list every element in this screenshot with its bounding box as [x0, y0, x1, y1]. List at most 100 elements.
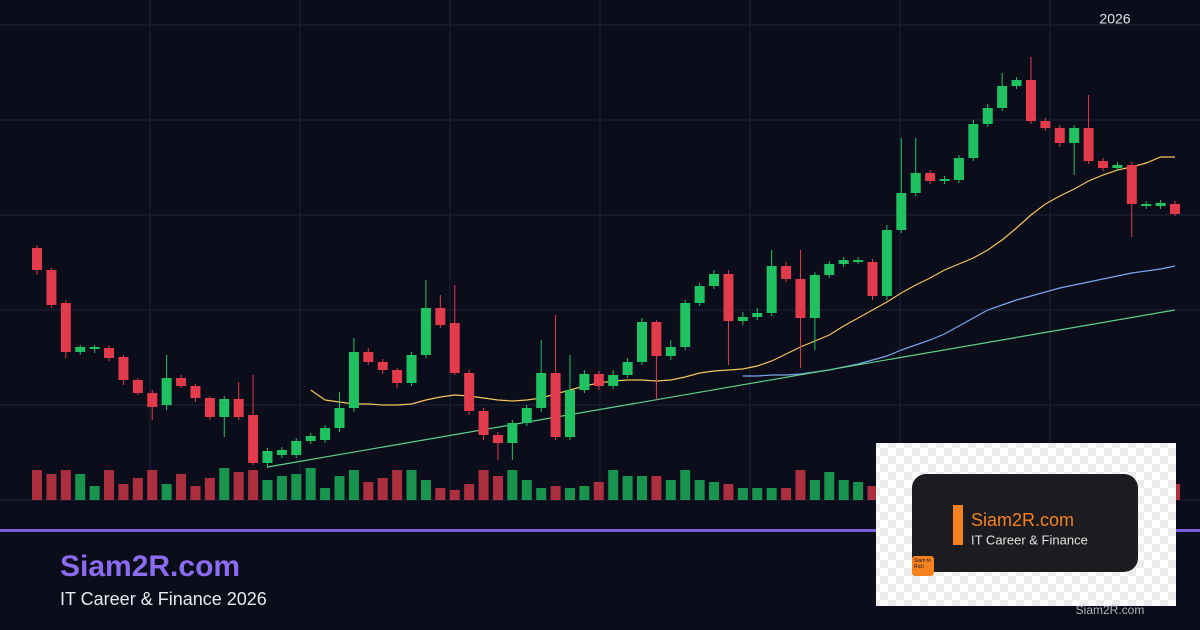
volume-bar [219, 468, 230, 500]
volume-bar [766, 488, 777, 500]
volume-bar [680, 470, 691, 500]
candle-body [1112, 165, 1123, 168]
candle-body [608, 375, 619, 386]
candle-body [737, 317, 748, 321]
volume-bar [435, 488, 446, 500]
candle-body [651, 322, 662, 356]
moving-average [267, 309, 1176, 468]
candle-body [118, 357, 129, 380]
candle-body [492, 435, 503, 443]
candle-body [680, 303, 691, 347]
volume-bar [781, 488, 792, 500]
volume-bar [291, 474, 302, 500]
candle-body [853, 260, 864, 262]
candle-body [881, 230, 892, 296]
volume-bar [838, 480, 849, 500]
volume-bar [867, 486, 878, 500]
candle-body [420, 308, 431, 355]
volume-bar [75, 474, 86, 500]
candle-body [781, 266, 792, 279]
volume-bar [305, 468, 316, 500]
candle-body [392, 370, 403, 383]
candle-body [75, 347, 86, 352]
volume-bar [507, 470, 518, 500]
candle-body [104, 348, 115, 358]
volume-bar [32, 470, 42, 500]
candle-body [925, 173, 936, 181]
candle-body [248, 415, 259, 463]
candle-body [564, 390, 575, 437]
volume-bar [190, 486, 201, 500]
volume-bar [262, 480, 273, 500]
brand-name: Siam2R.com [60, 550, 240, 583]
volume-bar [723, 484, 734, 500]
candle-body [982, 108, 993, 124]
candle-body [435, 308, 446, 325]
card [912, 474, 1138, 572]
card-logo-text: Siam to Rich [914, 558, 931, 570]
candle-body [1054, 128, 1065, 143]
candle-body [449, 323, 460, 373]
candle-body [1126, 165, 1137, 204]
card-logo-text-box: Siam to Rich [914, 558, 931, 570]
candle-body [1069, 128, 1080, 143]
candle-body [348, 352, 359, 408]
card-tagline: IT Career & Finance [971, 532, 1088, 547]
candle-body [637, 322, 648, 362]
candle-body [766, 266, 777, 313]
volume-bar [406, 470, 417, 500]
candle-body [1155, 203, 1166, 206]
moving-average [310, 156, 1175, 406]
volume-bar [60, 470, 71, 500]
candle-body [1011, 80, 1022, 86]
candle-body [1040, 121, 1051, 128]
candle-body [60, 303, 71, 352]
candle-body [723, 274, 734, 321]
brand-tagline: IT Career & Finance 2026 [60, 589, 267, 609]
card-accent [953, 505, 963, 545]
candle-body [147, 393, 158, 407]
candle-body [176, 378, 187, 386]
volume-bar [737, 488, 748, 500]
candle-body [32, 248, 42, 270]
volume-bar [608, 470, 619, 500]
candle-body [478, 411, 489, 435]
volume-bar [564, 488, 575, 500]
candle-body [910, 173, 921, 193]
volume-bar [334, 476, 345, 500]
volume-bar [104, 470, 115, 500]
volume-bar [579, 486, 590, 500]
candle-body [867, 262, 878, 296]
candle-body [1025, 80, 1036, 121]
candle-body [809, 275, 820, 318]
card-logo [912, 556, 934, 576]
logo-card: Siam2R.com IT Career & Finance Siam to R… [876, 443, 1176, 617]
volume-bar [348, 470, 359, 500]
candle-body [709, 274, 720, 286]
candle-body [939, 179, 950, 181]
volume-bar [752, 488, 763, 500]
candle-body [276, 450, 287, 455]
candle-body [320, 428, 331, 440]
volume-bar [392, 470, 403, 500]
volume-bar [420, 480, 431, 500]
candle-body [622, 362, 633, 375]
volume-bar [622, 476, 633, 500]
candle-body [665, 347, 676, 356]
volume-bar [132, 478, 143, 500]
candle-body [507, 423, 518, 443]
volume-bar [377, 478, 388, 500]
candle-body [363, 352, 374, 362]
candle-body [838, 260, 849, 264]
volume-bar [709, 482, 720, 500]
volume-bar [853, 482, 864, 500]
candle-body [752, 313, 763, 317]
volume-bar [248, 470, 259, 500]
candle-body [161, 378, 172, 405]
volume-bar [46, 474, 57, 500]
volume-bar [593, 482, 604, 500]
candle-body [795, 279, 806, 318]
candle-body [953, 158, 964, 180]
